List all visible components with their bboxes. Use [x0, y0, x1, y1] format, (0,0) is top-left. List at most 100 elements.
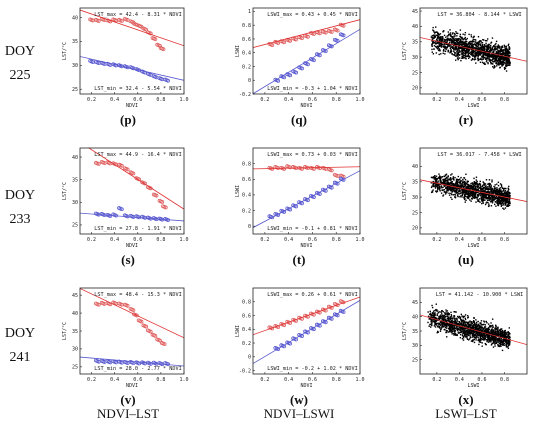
scatter-point — [492, 199, 494, 202]
x-tick-label: 0.2 — [260, 237, 269, 243]
y-tick-label: 0.8 — [242, 161, 251, 167]
max-point — [153, 37, 158, 42]
scatter-point — [507, 196, 509, 198]
scatter-point — [481, 333, 483, 336]
scatter-point — [480, 194, 482, 197]
scatter-point — [457, 193, 459, 196]
scatter-point — [478, 53, 481, 56]
scatter-point — [489, 326, 492, 328]
scatter-point — [498, 333, 500, 336]
scatter-point — [483, 183, 485, 186]
scatter-point — [435, 310, 438, 312]
scatter-point — [505, 54, 507, 57]
scatter-point — [486, 186, 488, 188]
scatter-point — [455, 180, 458, 183]
y-tick-label: 40 — [72, 155, 78, 161]
scatter-point — [474, 195, 476, 197]
scatter-point — [469, 185, 471, 187]
scatter-point — [490, 186, 492, 188]
scatter-point — [463, 196, 466, 198]
scatter-point — [477, 194, 479, 197]
scatter-point — [479, 49, 482, 52]
scatter-point — [483, 323, 485, 326]
scatter-point — [507, 49, 509, 51]
scatter-point — [457, 192, 459, 195]
scatter-point — [436, 313, 439, 315]
scatter-point — [478, 50, 480, 53]
scatter-point — [463, 190, 465, 192]
scatter-point — [476, 327, 479, 329]
scatter-point — [463, 320, 465, 323]
scatter-point — [482, 55, 485, 58]
scatter-point — [460, 331, 463, 333]
scatter-point — [449, 327, 452, 330]
scatter-point — [475, 323, 477, 326]
scatter-point — [491, 46, 494, 48]
scatter-point — [449, 52, 451, 54]
x-tick-label: 0.6 — [477, 237, 486, 243]
scatter-point — [503, 188, 505, 191]
scatter-point — [507, 50, 510, 52]
scatter-point — [485, 328, 487, 331]
scatter-point — [436, 331, 438, 334]
scatter-point — [441, 315, 444, 317]
scatter-point — [483, 48, 485, 50]
scatter-point — [506, 335, 508, 337]
scatter-point — [477, 337, 480, 339]
scatter-point — [484, 191, 487, 193]
scatter-point — [506, 192, 508, 194]
scatter-point — [479, 49, 481, 51]
scatter-point — [507, 191, 510, 193]
scatter-point — [494, 338, 496, 340]
scatter-point — [450, 320, 453, 322]
scatter-point — [483, 52, 485, 54]
chart-v: 0.2 0.4 0.6 0.8 1.02530354045NDVILST/°CLST_m… — [62, 287, 189, 389]
scatter-point — [449, 35, 452, 37]
scatter-point — [437, 331, 439, 333]
scatter-point — [445, 180, 447, 182]
scatter-point — [507, 201, 510, 203]
scatter-point — [470, 200, 472, 202]
scatter-point — [487, 328, 490, 330]
scatter-point — [489, 340, 491, 342]
scatter-point — [457, 184, 460, 186]
scatter-point — [504, 197, 506, 200]
scatter-point — [487, 332, 490, 334]
scatter-point — [498, 46, 501, 48]
scatter-point — [475, 191, 478, 193]
scatter-point — [466, 330, 468, 332]
axes-frame-s — [79, 147, 185, 235]
scatter-point — [471, 329, 473, 331]
scatter-point — [444, 40, 446, 42]
scatter-point — [464, 334, 466, 337]
scatter-point — [454, 333, 457, 335]
scatter-point — [445, 41, 447, 44]
scatter-point — [443, 49, 445, 52]
scatter-point — [439, 181, 442, 183]
scatter-point — [498, 59, 500, 61]
scatter-point — [499, 63, 502, 65]
scatter-point — [444, 316, 447, 318]
scatter-point — [467, 188, 470, 190]
scatter-point — [462, 178, 464, 181]
scatter-point — [435, 321, 437, 323]
scatter-point — [444, 326, 447, 329]
scatter-point — [480, 327, 483, 329]
scatter-point — [490, 336, 492, 339]
y-tick-label: 40 — [72, 311, 78, 317]
scatter-point — [456, 49, 459, 52]
scatter-point — [456, 334, 458, 337]
scatter-point — [499, 187, 502, 189]
scatter-point — [457, 179, 459, 181]
scatter-point — [485, 335, 487, 337]
scatter-point — [478, 193, 480, 195]
scatter-point — [441, 322, 444, 325]
scatter-point — [452, 322, 454, 324]
scatter-point — [505, 344, 507, 346]
scatter-point — [444, 179, 446, 182]
scatter-point — [432, 189, 434, 191]
scatter-point — [467, 186, 469, 188]
scatter-point — [468, 338, 471, 340]
scatter-point — [463, 180, 466, 183]
scatter-point — [485, 329, 487, 332]
